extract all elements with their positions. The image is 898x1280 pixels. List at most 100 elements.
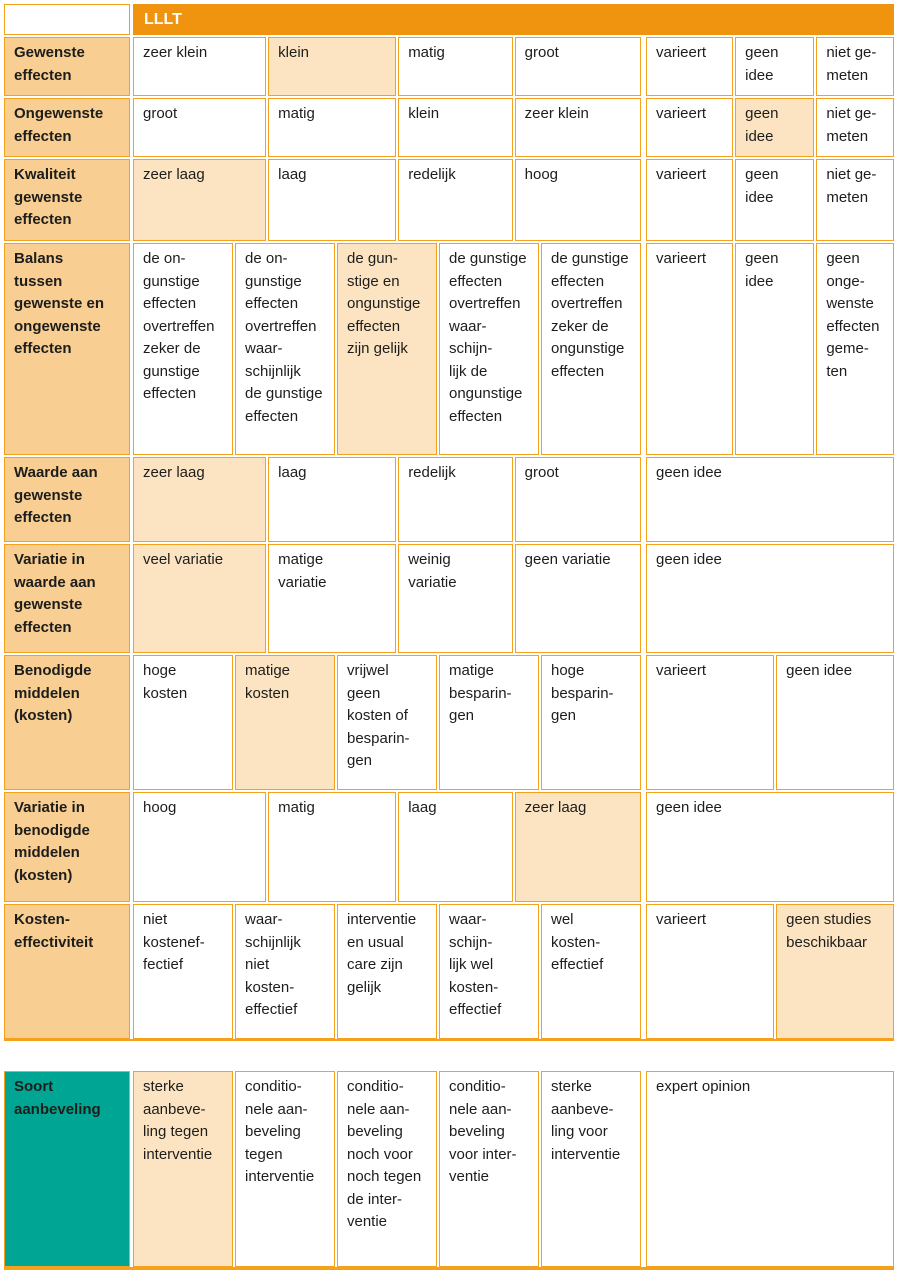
option-group: sterke aanbeve- ling tegen interventie co… — [133, 1071, 641, 1267]
option-group: hoge kosten matige kosten vrijwel geen kos… — [133, 655, 641, 790]
option-group: niet kostenef- fectief waar- schijnlijk n… — [133, 904, 641, 1039]
option-cell: redelijk — [398, 159, 513, 241]
option-cell: de gunstige effecten overtreffen waar- s… — [439, 243, 539, 455]
option-cell: laag — [398, 792, 513, 902]
option-cell: niet kostenef- fectief — [133, 904, 233, 1039]
row-label: Waarde aan gewenste effecten — [4, 457, 130, 542]
table-row: Soort aanbeveling sterke aanbeve- ling te… — [4, 1071, 894, 1267]
option-cell: de on- gunstige effecten overtreffen waa… — [235, 243, 335, 455]
option-cell: varieert — [646, 159, 734, 241]
row-label: Balans tussen gewenste en ongewenste eff… — [4, 243, 130, 455]
row-label: Gewenste effecten — [4, 37, 130, 96]
table-row: Gewenste effecten zeer klein klein matig gro… — [4, 37, 894, 96]
option-cell: matig — [268, 98, 397, 157]
recommendation-table: Soort aanbeveling sterke aanbeve- ling te… — [4, 1071, 894, 1270]
table-row: Kwaliteit gewenste effecten zeer laag laag… — [4, 159, 894, 241]
selected-option-cell: veel variatie — [133, 544, 267, 653]
option-cell: laag — [268, 457, 397, 542]
recommendation-row-container: Soort aanbeveling sterke aanbeve- ling te… — [4, 1071, 894, 1267]
table-title: LLLT — [144, 10, 182, 28]
option-cell: hoog — [133, 792, 267, 902]
option-cell: zeer klein — [133, 37, 267, 96]
table-row: Kosten- effectiviteit niet kostenef- fect… — [4, 904, 894, 1039]
option-cell: conditio- nele aan- beveling tegen inter… — [235, 1071, 335, 1267]
meta-option-group: geen idee — [646, 544, 894, 653]
table-row: Variatie in waarde aan gewenste effecten… — [4, 544, 894, 653]
option-cell: groot — [133, 98, 267, 157]
row-label: Ongewenste effecten — [4, 98, 130, 157]
meta-option-group: varieert geen idee geen onge- wenste effec… — [646, 243, 894, 455]
selected-option-cell: geen studies beschikbaar — [776, 904, 894, 1039]
option-cell: groot — [514, 457, 641, 542]
selected-option-cell: zeer laag — [133, 159, 267, 241]
selected-option-cell: matige kosten — [235, 655, 335, 790]
option-cell: conditio- nele aan- beveling noch voor n… — [337, 1071, 437, 1267]
option-cell: expert opinion — [646, 1071, 894, 1267]
row-label: Variatie in waarde aan gewenste effecten — [4, 544, 130, 653]
option-cell: geen idee — [646, 792, 894, 902]
row-label: Kosten- effectiviteit — [4, 904, 130, 1039]
option-cell: hoge besparin- gen — [541, 655, 641, 790]
option-cell: varieert — [646, 98, 734, 157]
option-cell: waar- schijn- lijk wel kosten- effectief — [439, 904, 539, 1039]
option-cell: geen idee — [735, 243, 815, 455]
selected-option-cell: geen idee — [735, 98, 815, 157]
meta-option-group: varieert geen studies beschikbaar — [646, 904, 894, 1039]
option-cell: geen idee — [646, 544, 894, 653]
option-cell: sterke aanbeve- ling voor interventie — [541, 1071, 641, 1267]
option-group: groot matig klein zeer klein — [133, 98, 641, 157]
option-cell: niet ge- meten — [816, 37, 894, 96]
grade-table: LLLT Gewenste effecten zeer klein klein mat… — [4, 4, 894, 1041]
option-group: zeer laag laag redelijk groot — [133, 457, 641, 542]
option-cell: vrijwel geen kosten of besparin- gen — [337, 655, 437, 790]
meta-option-group: geen idee — [646, 792, 894, 902]
option-cell: geen idee — [735, 37, 815, 96]
selected-option-cell: sterke aanbeve- ling tegen interventie — [133, 1071, 233, 1267]
meta-option-group: geen idee — [646, 457, 894, 542]
meta-option-group: varieert geen idee — [646, 655, 894, 790]
meta-option-group: varieert geen idee niet ge- meten — [646, 159, 894, 241]
option-cell: groot — [514, 37, 641, 96]
selected-option-cell: zeer laag — [514, 792, 641, 902]
selected-option-cell: klein — [268, 37, 397, 96]
table-row: Ongewenste effecten groot matig klein zeer k… — [4, 98, 894, 157]
option-cell: klein — [398, 98, 513, 157]
option-cell: weinig variatie — [398, 544, 513, 653]
table-header-bar: LLLT — [133, 4, 894, 35]
corner-cell — [4, 4, 130, 35]
option-cell: laag — [268, 159, 397, 241]
option-cell: de gunstige effecten overtreffen zeker d… — [541, 243, 641, 455]
meta-option-group: expert opinion — [646, 1071, 894, 1267]
option-cell: niet ge- meten — [816, 159, 894, 241]
table-row: Balans tussen gewenste en ongewenste eff… — [4, 243, 894, 455]
option-cell: geen idee — [646, 457, 894, 542]
option-group: de on- gunstige effecten overtreffen zek… — [133, 243, 641, 455]
option-cell: geen variatie — [514, 544, 641, 653]
option-cell: matig — [268, 792, 397, 902]
option-cell: matige variatie — [268, 544, 397, 653]
table-header-row: LLLT — [4, 4, 894, 35]
meta-option-group: varieert geen idee niet ge- meten — [646, 37, 894, 96]
recommendation-label: Soort aanbeveling — [4, 1071, 130, 1267]
option-cell: de on- gunstige effecten overtreffen zek… — [133, 243, 233, 455]
row-label: Kwaliteit gewenste effecten — [4, 159, 130, 241]
option-cell: waar- schijnlijk niet kosten- effectief — [235, 904, 335, 1039]
option-cell: hoge kosten — [133, 655, 233, 790]
option-cell: redelijk — [398, 457, 513, 542]
option-group: veel variatie matige variatie weinig varia… — [133, 544, 641, 653]
option-cell: geen idee — [735, 159, 815, 241]
option-cell: matige besparin- gen — [439, 655, 539, 790]
option-group: zeer klein klein matig groot — [133, 37, 641, 96]
option-cell: varieert — [646, 655, 775, 790]
option-cell: varieert — [646, 243, 734, 455]
option-cell: wel kosten- effectief — [541, 904, 641, 1039]
option-cell: matig — [398, 37, 513, 96]
option-cell: zeer klein — [514, 98, 641, 157]
table-row: Benodigde middelen (kosten) hoge kosten ma… — [4, 655, 894, 790]
option-group: zeer laag laag redelijk hoog — [133, 159, 641, 241]
table-row: Waarde aan gewenste effecten zeer laag laa… — [4, 457, 894, 542]
option-group: hoog matig laag zeer laag — [133, 792, 641, 902]
option-cell: conditio- nele aan- beveling voor inter-… — [439, 1071, 539, 1267]
row-label: Benodigde middelen (kosten) — [4, 655, 130, 790]
